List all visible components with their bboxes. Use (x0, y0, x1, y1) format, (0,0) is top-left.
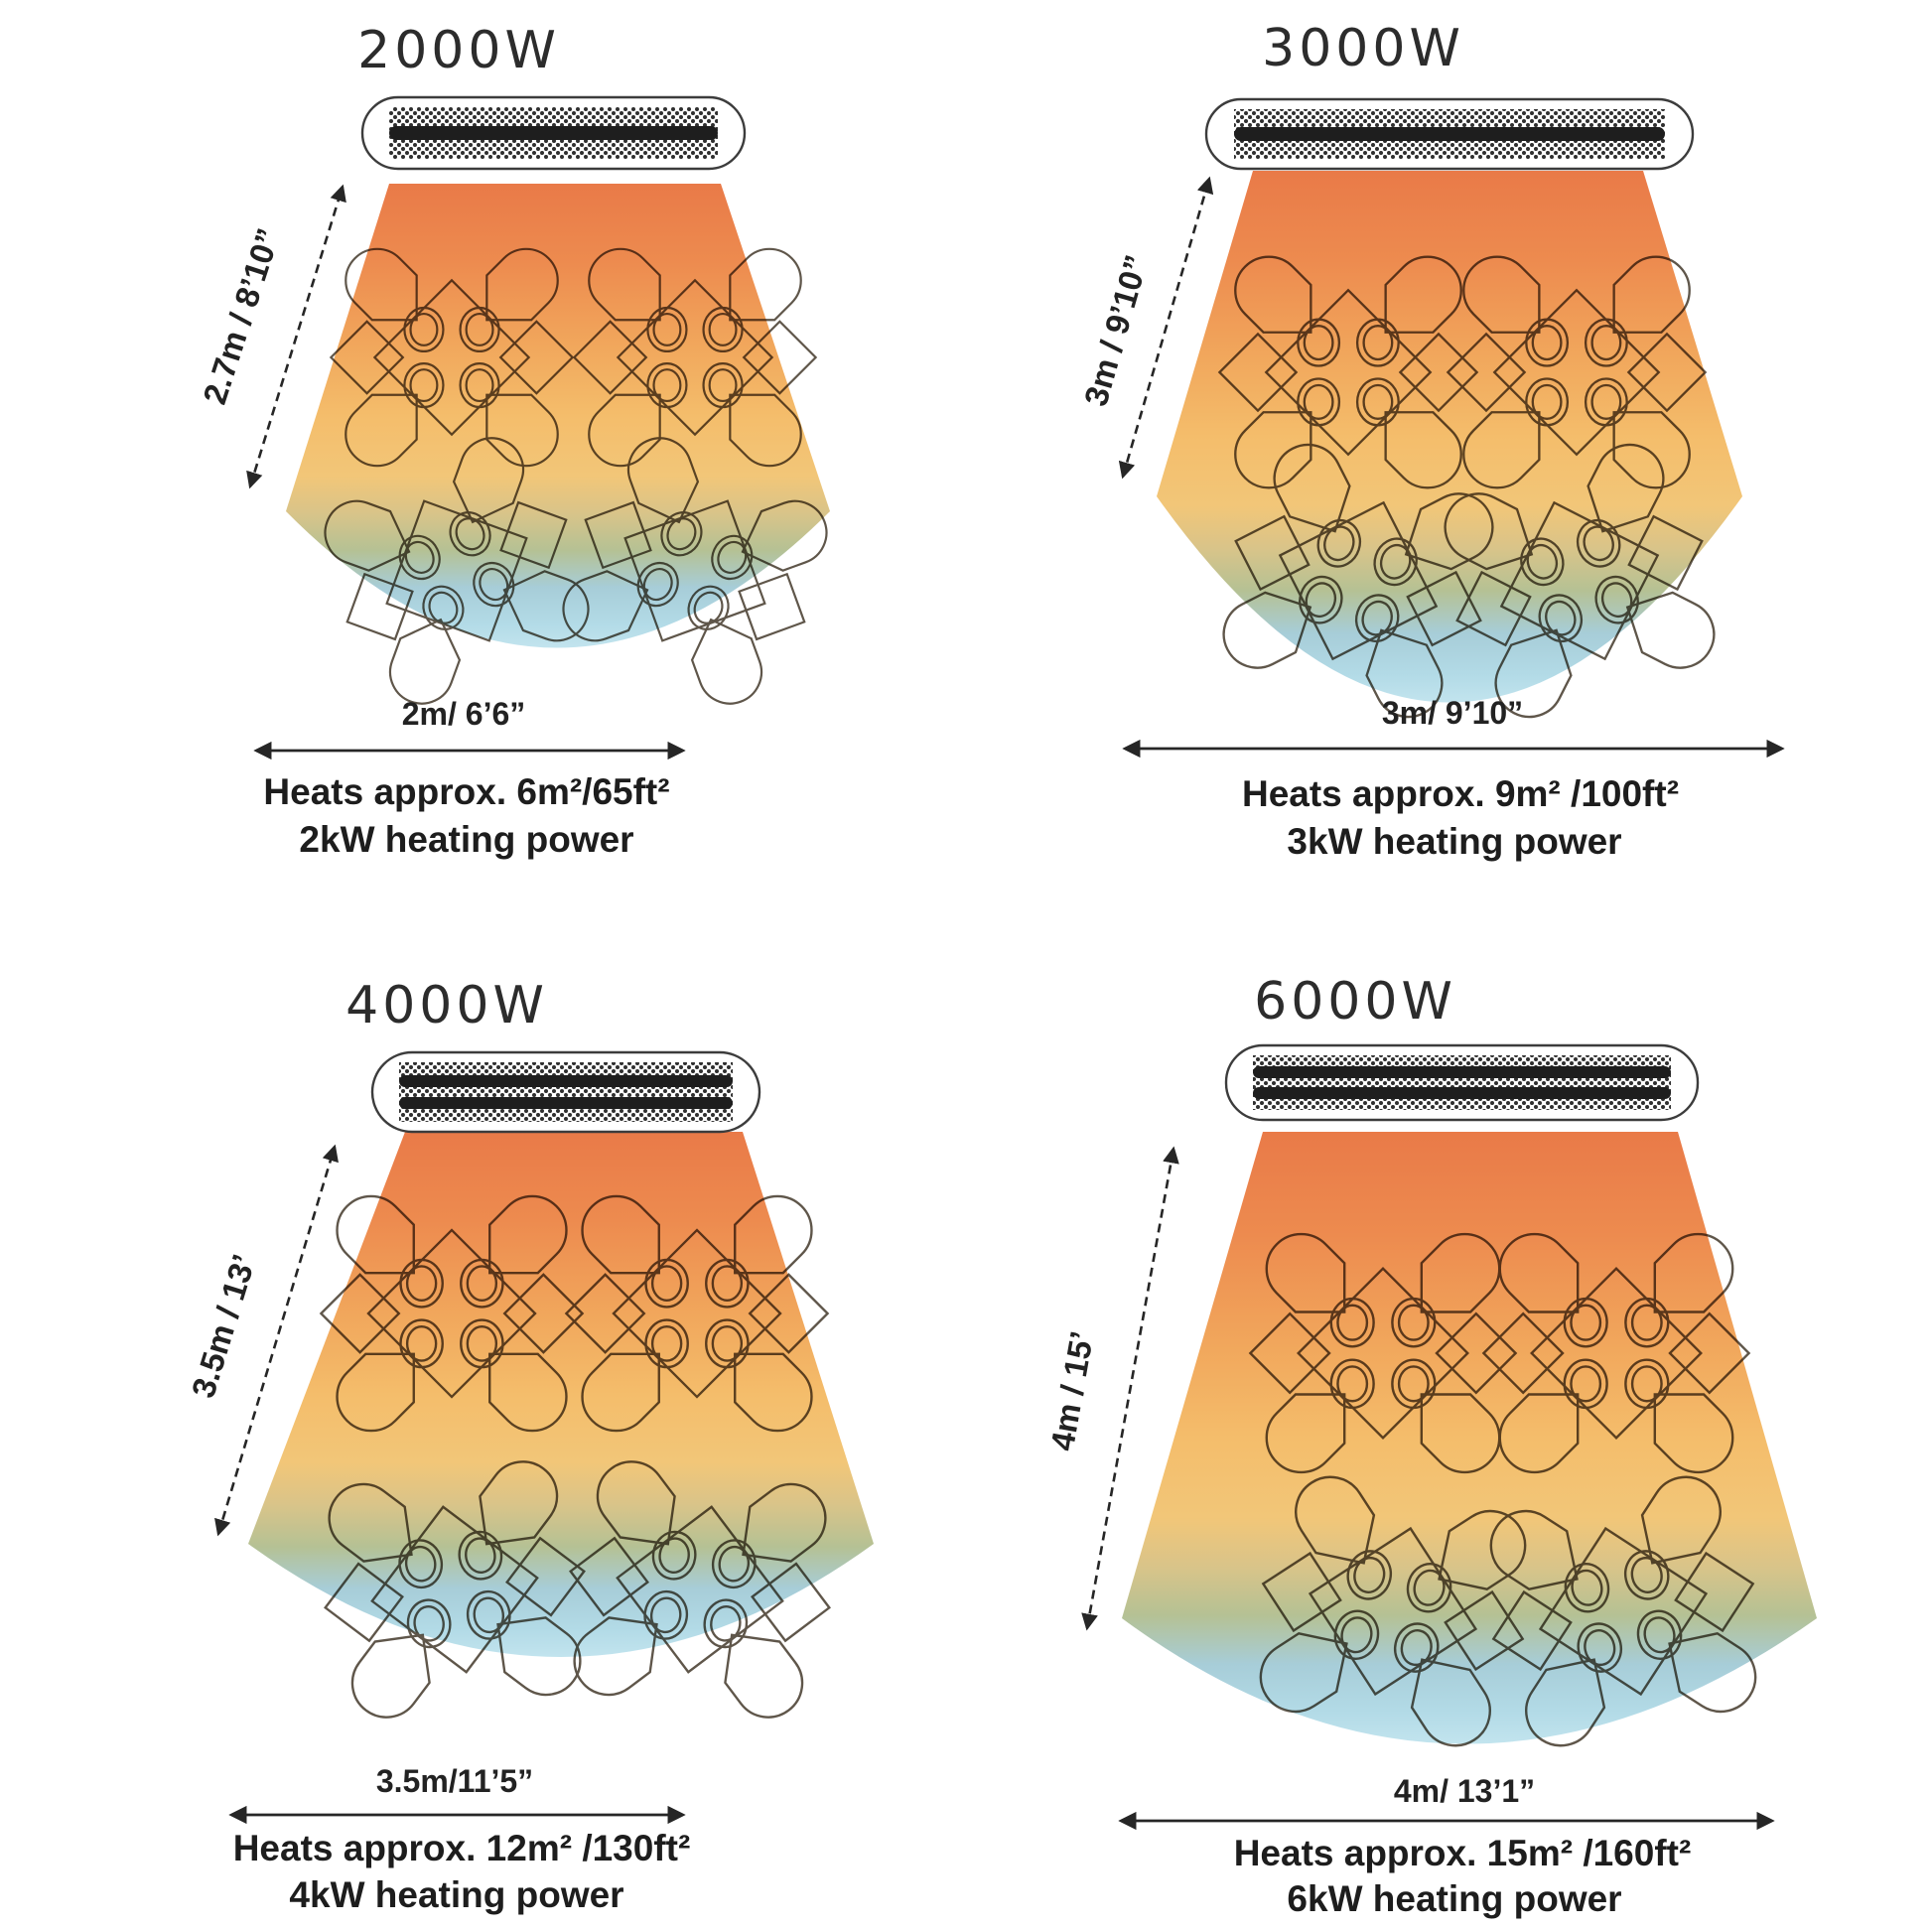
length-label: 3.5m / 13’ (185, 1250, 263, 1402)
coverage-label: Heats approx. 15m² /160ft² (1234, 1833, 1692, 1873)
heating-power-label: 2kW heating power (299, 819, 633, 860)
variant-panel-2000w: 2.7m / 8’10” 2m/ 6’6” 2000W Heats approx… (0, 0, 966, 966)
width-dimension: 4m/ 13’1” (1118, 1773, 1775, 1831)
heat-cone (286, 184, 830, 648)
length-label: 3m / 9’10” (1077, 251, 1156, 410)
width-label: 2m/ 6’6” (402, 696, 526, 732)
coverage-label: Heats approx. 12m² /130ft² (233, 1828, 691, 1868)
heater-element (1253, 1087, 1671, 1099)
heater-element (1253, 1066, 1671, 1078)
variant-title: 6000W (1254, 972, 1456, 1032)
heating-power-label: 3kW heating power (1287, 821, 1621, 862)
heater-2000w (360, 95, 747, 171)
heater-element (399, 1075, 733, 1087)
width-dimension: 3.5m/11’5” (228, 1763, 686, 1825)
heater-element (399, 1097, 733, 1109)
heater-6000w (1224, 1043, 1700, 1122)
length-label: 4m / 15’ (1043, 1328, 1100, 1453)
heater-element (1234, 127, 1665, 141)
variant-panel-6000w: 4m / 15’ 4m/ 13’1” 6000W Heats approx. 1… (966, 966, 1932, 1932)
heat-cone (1122, 1132, 1817, 1744)
width-dimension: 3m/ 9’10” (1122, 695, 1785, 759)
width-label: 4m/ 13’1” (1394, 1773, 1535, 1809)
heat-cone (1157, 171, 1742, 703)
width-dimension: 2m/ 6’6” (253, 696, 686, 760)
width-label: 3.5m/11’5” (376, 1763, 533, 1799)
variant-panel-3000w: 3m / 9’10” 3m/ 9’10” 3000W Heats approx.… (966, 0, 1932, 966)
length-label: 2.7m / 8’10” (196, 223, 287, 408)
heater-4000w (370, 1050, 761, 1134)
variant-title: 4000W (345, 976, 548, 1035)
heater-grille (399, 1062, 733, 1122)
heating-power-label: 4kW heating power (289, 1874, 623, 1915)
variant-title: 2000W (357, 21, 560, 80)
variant-panel-4000w: 3.5m / 13’ 3.5m/11’5” 4000W Heats approx… (0, 966, 966, 1932)
variant-title: 3000W (1262, 19, 1464, 78)
heater-grille (1253, 1055, 1671, 1110)
coverage-label: Heats approx. 6m²/65ft² (263, 771, 669, 812)
heater-element (389, 126, 718, 140)
heating-power-label: 6kW heating power (1287, 1878, 1621, 1919)
heater-3000w (1204, 97, 1695, 171)
width-label: 3m/ 9’10” (1382, 695, 1523, 731)
coverage-label: Heats approx. 9m² /100ft² (1242, 773, 1679, 814)
